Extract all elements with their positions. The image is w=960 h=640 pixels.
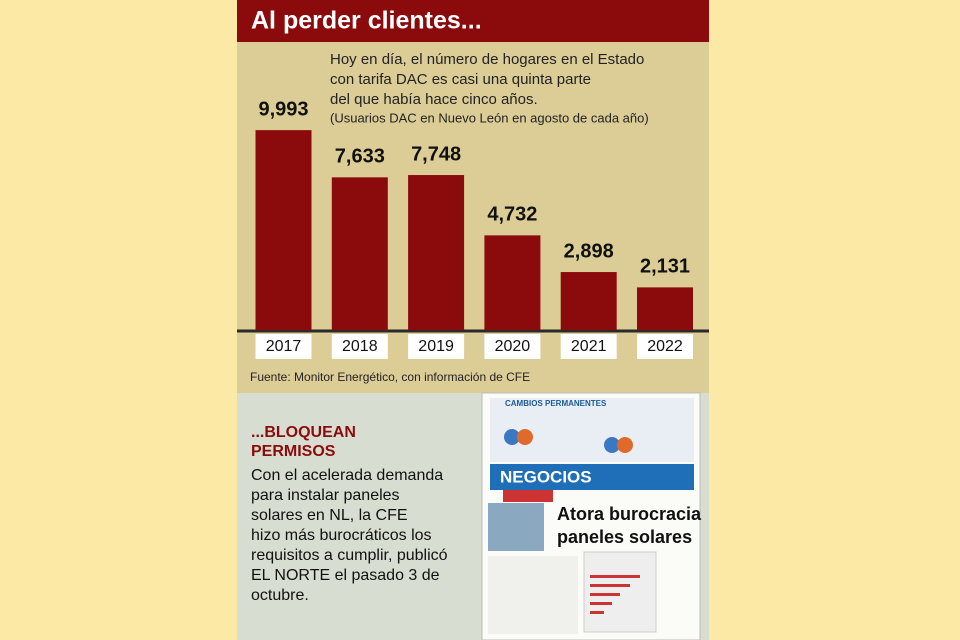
note: (Usuarios DAC en Nuevo León en agosto de…	[330, 110, 649, 125]
subtitle: del que había hace cinco años.	[330, 91, 538, 108]
story-line: octubre.	[251, 587, 309, 604]
value-label: 7,633	[335, 146, 385, 168]
bar	[331, 177, 388, 330]
category-box	[637, 334, 693, 359]
clipping-headline: paneles solares	[557, 527, 692, 547]
subtitle: Hoy en día, el número de hogares en el E…	[330, 51, 644, 68]
title-bar	[237, 0, 709, 42]
clipping-bar	[590, 602, 612, 605]
clipping-bar	[590, 611, 604, 614]
value-label: 9,993	[258, 98, 308, 120]
story-line: para instalar paneles	[251, 487, 400, 504]
x-tick-label: 2022	[647, 338, 683, 355]
bar	[408, 175, 465, 330]
bar	[255, 130, 312, 330]
clipping-section: NEGOCIOS	[500, 467, 592, 486]
chart-panel	[237, 42, 709, 393]
x-tick-label: 2021	[571, 338, 607, 355]
clipping-bar	[590, 593, 620, 596]
bar	[484, 235, 541, 330]
category-box	[484, 334, 541, 359]
story-line: requisitos a cumplir, publicó	[251, 547, 448, 564]
clipping-bar	[590, 584, 630, 587]
clipping-chart	[583, 551, 657, 633]
story-heading: PERMISOS	[251, 443, 336, 460]
subtitle: con tarifa DAC es casi una quinta parte	[330, 71, 591, 88]
bar	[637, 287, 693, 330]
x-tick-label: 2019	[418, 338, 454, 355]
clipping-icon	[504, 429, 520, 445]
clipping-tag	[503, 490, 553, 502]
clipping-icon	[517, 429, 533, 445]
value-label: 2,131	[640, 256, 690, 278]
category-box	[255, 334, 312, 359]
story-line: EL NORTE el pasado 3 de	[251, 567, 440, 584]
story-line: hizo más burocráticos los	[251, 527, 432, 544]
clipping-icon	[604, 437, 620, 453]
story-body: Con el acelerada demanda para instalar pa…	[251, 467, 448, 604]
x-tick-label: 2020	[495, 338, 531, 355]
story-line: solares en NL, la CFE	[251, 507, 408, 524]
value-label: 2,898	[564, 240, 614, 262]
clipping-text	[488, 556, 578, 634]
category-box	[560, 334, 617, 359]
newspaper-clipping: CAMBIOS PERMANENTES NEGOCIOS Atora buroc…	[481, 392, 702, 640]
story-line: Con el acelerada demanda	[251, 467, 443, 484]
story-heading: ...BLOQUEAN	[251, 424, 356, 441]
clipping-headline: Atora burocracia	[557, 504, 702, 524]
value-label: 7,748	[411, 143, 461, 165]
category-box	[408, 334, 465, 359]
category-box	[331, 334, 388, 359]
bar	[560, 272, 617, 330]
source: Fuente: Monitor Energético, con informac…	[250, 370, 530, 384]
x-tick-label: 2017	[266, 338, 302, 355]
x-tick-label: 2018	[342, 338, 378, 355]
clipping-icon	[617, 437, 633, 453]
clipping-banner: CAMBIOS PERMANENTES	[505, 399, 607, 408]
chart-title: Al perder clientes...	[251, 7, 482, 35]
clipping-masthead	[490, 464, 694, 490]
clipping-photo	[488, 503, 544, 551]
value-label: 4,732	[487, 204, 537, 226]
clipping-bar	[590, 575, 640, 578]
